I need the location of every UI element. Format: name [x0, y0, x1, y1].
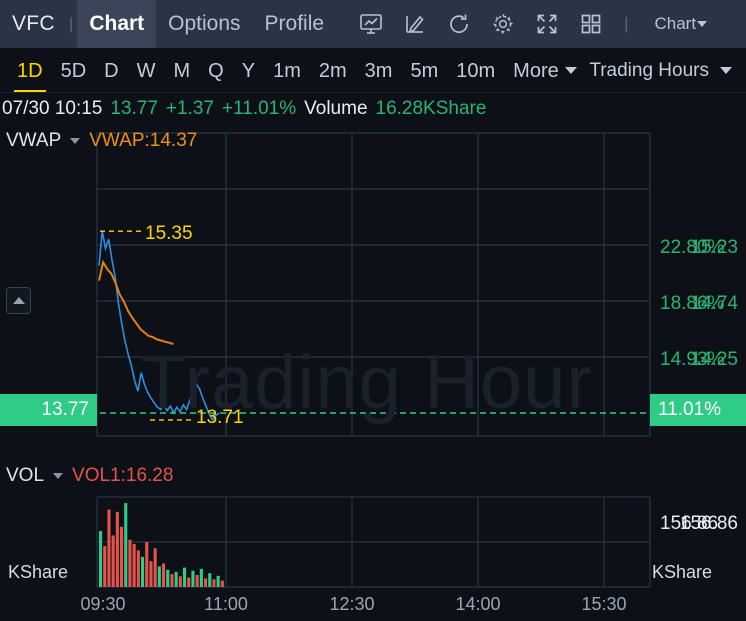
timeframe-y[interactable]: Y [241, 59, 256, 82]
trading-hours-label: Trading Hours [589, 59, 709, 81]
vol-indicator-value: VOL1:16.28 [72, 465, 174, 486]
top-navigation-bar: VFC | Chart Options Profile [0, 0, 746, 48]
time-tick-2: 12:30 [329, 594, 375, 614]
vwap-indicator-value: VWAP:14.37 [89, 130, 198, 151]
timeframe-w[interactable]: W [136, 59, 156, 82]
percent-axis-label-0: 22.80% [660, 237, 725, 258]
tab-chart[interactable]: Chart [77, 0, 157, 48]
high-price-marker: 15.35 [145, 223, 193, 244]
price-axis-label-1: 14.74 [690, 293, 738, 314]
chevron-down-icon-vwap[interactable] [70, 138, 81, 144]
chart-type-dropdown[interactable]: Chart [655, 14, 708, 34]
timeframe-d[interactable]: D [104, 59, 119, 82]
quote-change: +1.37 [165, 98, 214, 119]
nav-divider: | [68, 14, 74, 33]
timeframe-divider [0, 92, 746, 93]
price-axis-label-0: 15.23 [690, 237, 738, 258]
timeframe-10m[interactable]: 10m [456, 59, 496, 82]
current-price-badge: 13.77 [0, 394, 97, 426]
time-tick-4: 15:30 [581, 594, 627, 614]
trading-hours-dropdown[interactable]: Trading Hours [589, 60, 732, 82]
timeframe-m[interactable]: M [173, 59, 191, 82]
volume-axis-label-right: 156.86 [660, 513, 719, 534]
percent-axis-label-1: 18.86% [660, 293, 725, 314]
quote-change-percent: +11.01% [222, 98, 297, 119]
low-price-marker: 13.71 [196, 407, 244, 428]
timeframe-bar: 1D 5D D W M Q Y 1m 2m 3m 5m 10m More Tra… [0, 48, 746, 93]
price-axis-label-2: 14.25 [690, 349, 738, 370]
monitor-chart-icon[interactable] [358, 11, 384, 37]
quote-bar: 07/30 10:15 13.77 +1.37 +11.01% Volume 1… [0, 93, 746, 125]
quote-last-price: 13.77 [110, 98, 158, 119]
fullscreen-icon[interactable] [534, 11, 560, 37]
gear-icon[interactable] [490, 11, 516, 37]
quote-volume-value: 16.28KShare [375, 98, 487, 119]
volume-indicator-header[interactable]: VOL VOL1:16.28 [6, 465, 173, 487]
price-indicator-header[interactable]: VWAP VWAP:14.37 [6, 130, 197, 152]
collapse-panel-button[interactable] [6, 287, 31, 314]
current-percent-badge: 11.01% [650, 394, 746, 426]
chart-canvas[interactable] [0, 125, 746, 621]
time-tick-0: 09:30 [80, 594, 126, 614]
timeframe-more[interactable]: More [513, 59, 559, 82]
volume-unit-right: KShare [652, 562, 713, 582]
timeframe-3m[interactable]: 3m [364, 59, 393, 82]
chevron-up-icon [12, 297, 25, 304]
volume-unit-left: KShare [8, 562, 69, 582]
vol-indicator-name: VOL [6, 465, 45, 486]
grid-layout-icon[interactable] [578, 11, 604, 37]
chart-type-label: Chart [654, 14, 697, 33]
vwap-indicator-name: VWAP [6, 130, 62, 151]
tab-options[interactable]: Options [168, 12, 241, 35]
refresh-icon[interactable] [446, 11, 472, 37]
symbol-ticker[interactable]: VFC [12, 12, 55, 35]
toolbar-icons: | Chart [358, 11, 708, 37]
chevron-down-icon [697, 21, 708, 27]
quote-datetime: 07/30 10:15 [2, 98, 103, 119]
timeframe-1d[interactable]: 1D [8, 61, 52, 93]
timeframe-5m[interactable]: 5m [410, 59, 439, 82]
timeframe-q[interactable]: Q [208, 59, 224, 82]
time-tick-3: 14:00 [455, 594, 501, 614]
toolbar-divider: | [624, 14, 629, 33]
tab-profile[interactable]: Profile [264, 12, 325, 35]
chevron-down-icon-session [720, 67, 732, 74]
percent-axis-label-2: 14.93% [660, 349, 725, 370]
quote-volume-label: Volume [304, 98, 368, 119]
chevron-down-icon-more[interactable] [564, 67, 577, 74]
timeframe-2m[interactable]: 2m [318, 59, 347, 82]
time-axis: 09:30 11:00 12:30 14:00 15:30 [0, 590, 746, 621]
volume-axis-label-left: 156.86 [679, 513, 738, 534]
pencil-draw-icon[interactable] [402, 11, 428, 37]
chevron-down-icon-vol[interactable] [53, 473, 64, 479]
chart-stage: Trading Hour VWAP VWAP:14.37 VOL VOL1:16… [0, 125, 746, 621]
chart-watermark: Trading Hour [140, 340, 593, 425]
timeframe-1m[interactable]: 1m [273, 59, 301, 82]
timeframe-5d[interactable]: 5D [60, 59, 87, 82]
time-tick-1: 11:00 [204, 594, 248, 614]
